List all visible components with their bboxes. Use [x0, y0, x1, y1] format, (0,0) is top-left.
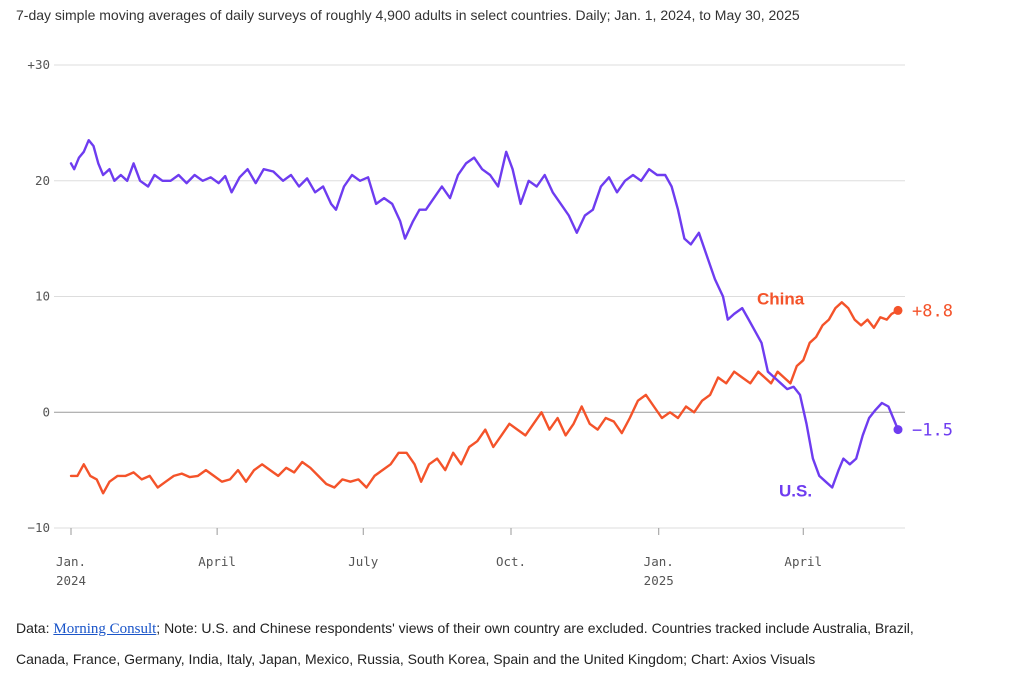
line-chart: +30 20 10 0 −10 Jan. 2024 April July Oct. Jan. 202… [27, 57, 953, 588]
x-tick-label: Jan. [56, 554, 86, 569]
x-tick-label: April [198, 554, 236, 569]
footer-note: ; Note: U.S. and Chinese respondents' vi… [156, 620, 914, 636]
series-end-value-china: +8.8 [912, 301, 953, 321]
series-line-us [69, 139, 900, 489]
series-layer [69, 139, 903, 495]
footer-line-1: Data: Morning Consult; Note: U.S. and Ch… [16, 620, 914, 638]
series-end-point-china [893, 305, 903, 315]
chart-subtitle: 7-day simple moving averages of daily su… [16, 7, 800, 23]
y-tick-label: +30 [27, 57, 50, 72]
y-tick-label: 20 [35, 173, 50, 188]
x-tick-year: 2024 [56, 573, 86, 588]
x-axis: Jan. 2024 April July Oct. Jan. 2025 April [56, 528, 822, 588]
series-end-point-us [893, 425, 903, 435]
x-tick-label: April [784, 554, 822, 569]
series-labels: +8.8 China −1.5 U.S. [757, 290, 953, 501]
x-tick-label: July [348, 554, 379, 569]
series-name-china: China [757, 290, 805, 309]
series-end-value-us: −1.5 [912, 421, 953, 441]
y-axis: +30 20 10 0 −10 [27, 57, 50, 535]
footer-data-prefix: Data: [16, 620, 54, 636]
x-tick-label: Oct. [496, 554, 526, 569]
series-name-us: U.S. [779, 482, 812, 501]
y-tick-label: −10 [27, 520, 50, 535]
footer-line-2: Canada, France, Germany, India, Italy, J… [16, 651, 816, 667]
x-tick-label: Jan. [644, 554, 674, 569]
grid-layer [54, 64, 905, 529]
series-line-china [69, 301, 900, 495]
y-tick-label: 10 [35, 289, 50, 304]
x-tick-year: 2025 [644, 573, 674, 588]
y-tick-label: 0 [42, 404, 50, 419]
source-link[interactable]: Morning Consult [53, 621, 157, 637]
